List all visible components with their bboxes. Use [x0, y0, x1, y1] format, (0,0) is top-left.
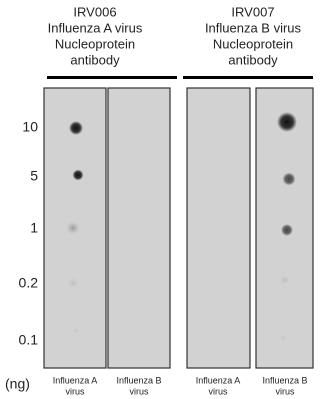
dot [283, 173, 296, 186]
panel-label: virus [208, 386, 228, 396]
row-label: 0.2 [19, 275, 39, 291]
dot [279, 334, 287, 342]
row-label: 0.1 [19, 332, 39, 348]
dot [66, 221, 80, 235]
dot [69, 121, 83, 135]
header-line: Influenza B virus [205, 20, 302, 35]
panel-label: virus [65, 386, 85, 396]
blot-panel [187, 88, 250, 368]
header-line: Nucleoprotein [213, 36, 293, 51]
row-label: 10 [22, 119, 38, 135]
panel-label: virus [129, 386, 149, 396]
header-line: antibody [228, 52, 278, 67]
dot [277, 112, 297, 132]
header-line: IRV006 [73, 4, 116, 19]
header-line: antibody [70, 52, 120, 67]
header-line: IRV007 [231, 4, 274, 19]
row-label: 1 [30, 220, 38, 236]
header-bar [183, 76, 313, 79]
panel-label: virus [275, 386, 295, 396]
blot-panel [108, 88, 170, 368]
panel-label: Influenza A [53, 375, 98, 385]
panel-label: Influenza B [262, 375, 307, 385]
row-label: 5 [30, 168, 38, 184]
panels [44, 88, 313, 368]
figure: (ng) IRV006Influenza A virusNucleoprotei… [0, 0, 315, 399]
dot [72, 327, 80, 335]
panel-label: Influenza B [116, 375, 161, 385]
dot [280, 275, 290, 285]
header-line: Influenza A virus [48, 20, 143, 35]
dot [67, 277, 79, 289]
unit-label: (ng) [5, 376, 30, 392]
dot [281, 224, 293, 236]
header-line: Nucleoprotein [55, 36, 135, 51]
panel-label: Influenza A [196, 375, 241, 385]
header-bar [47, 76, 177, 79]
dot [73, 170, 84, 181]
